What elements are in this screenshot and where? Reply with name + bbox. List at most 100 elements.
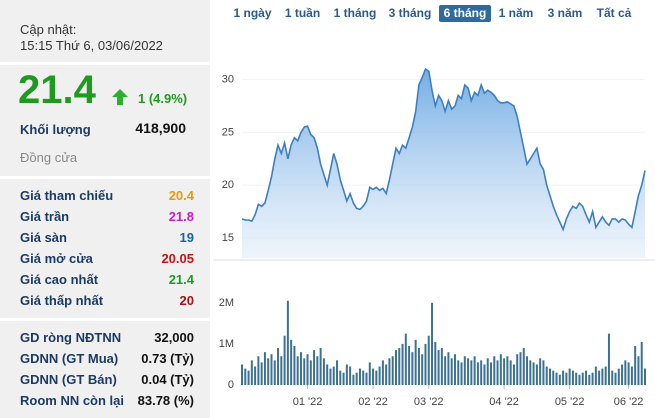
volume-bar	[414, 339, 417, 385]
volume-bar	[385, 364, 388, 385]
row-value: 83.78 (%)	[137, 393, 194, 408]
volume-bar	[552, 370, 555, 385]
volume-bar	[529, 360, 532, 385]
volume-bar	[299, 352, 302, 385]
volume-bar	[349, 366, 352, 385]
volume-bar	[496, 360, 499, 385]
volume-bar	[545, 366, 548, 385]
volume-bar	[290, 339, 293, 385]
volume-bar	[362, 370, 365, 385]
volume-bar	[594, 366, 597, 385]
x-tick-label: 04 '22	[489, 396, 519, 408]
volume-bar	[388, 358, 391, 385]
volume: 418,900	[135, 120, 186, 136]
volume-bar	[270, 354, 273, 385]
volume-bar	[480, 360, 483, 385]
volume-bar	[329, 368, 332, 385]
volume-bar	[516, 354, 519, 385]
volume-bar	[273, 360, 276, 385]
row-value: 21.4	[168, 272, 194, 287]
volume-bar	[460, 362, 463, 385]
x-tick-label: 05 '22	[555, 396, 585, 408]
x-tick-label: 06 '22	[614, 396, 644, 408]
row-value: 32,000	[154, 330, 194, 345]
volume-bar	[558, 374, 561, 385]
volume-bar	[621, 364, 624, 385]
row-value: 20.4	[168, 188, 194, 203]
volume-bar	[365, 372, 368, 385]
range-button[interactable]: 1 ngày	[233, 6, 272, 20]
range-button[interactable]: Tất cả	[596, 6, 632, 20]
volume-bar	[463, 356, 466, 385]
volume-bar	[277, 348, 280, 385]
updated-time: 15:15 Thứ 6, 03/06/2022	[20, 38, 163, 53]
volume-bar	[601, 368, 604, 385]
range-button[interactable]: 3 tháng	[388, 6, 432, 20]
volume-bar	[617, 368, 620, 385]
row-label: Room NN còn lại	[20, 393, 125, 408]
range-button[interactable]: 3 năm	[547, 6, 583, 20]
range-button[interactable]: 1 tháng	[333, 6, 377, 20]
volume-bar	[614, 372, 617, 385]
volume-bar	[355, 372, 358, 385]
row-label: GDNN (GT Bán)	[20, 372, 117, 387]
price-line	[241, 67, 646, 232]
volume-bar	[604, 366, 607, 385]
volume-bar	[457, 360, 460, 385]
volume-bar	[483, 364, 486, 385]
x-tick-label: 03 '22	[414, 396, 444, 408]
volume-bar	[542, 360, 545, 385]
volume-bar	[280, 356, 283, 385]
volume-bar	[313, 350, 316, 385]
volume-bar	[493, 356, 496, 385]
volume-bar	[339, 370, 342, 385]
volume-bar	[607, 333, 610, 385]
updated-label: Cập nhật:	[20, 22, 77, 37]
volume-bar	[411, 352, 414, 385]
volume-bar	[637, 356, 640, 385]
row-value: 19	[179, 230, 194, 245]
row-label: Giá trần	[20, 209, 70, 224]
volume-bar	[263, 352, 266, 385]
volume-bar	[316, 356, 319, 385]
y-tick-label: 20	[222, 179, 234, 191]
volume-bar	[539, 358, 542, 385]
volume-bar	[401, 343, 404, 385]
volume-bar	[260, 362, 263, 385]
volume-bar	[391, 356, 394, 385]
row-value: 20	[179, 293, 194, 308]
volume-bar	[571, 370, 574, 385]
volume-bar	[244, 368, 247, 385]
range-button[interactable]: 1 năm	[498, 6, 534, 20]
volume-bar	[568, 368, 571, 385]
row-value: 0.04 (Tỷ)	[141, 372, 194, 387]
volume-bar	[467, 358, 470, 385]
volume-bar	[372, 368, 375, 385]
volume-bar	[644, 368, 646, 385]
volume-bar	[630, 366, 633, 385]
volume-bar	[503, 358, 506, 385]
volume-bar	[490, 362, 493, 385]
volume-bar	[336, 360, 339, 385]
y-tick-label: 0	[228, 379, 234, 391]
volume-bar	[526, 356, 529, 385]
volume-bar	[267, 358, 270, 385]
volume-bar	[319, 348, 322, 385]
x-tick-label: 01 '22	[293, 396, 323, 408]
volume-bar	[440, 348, 443, 385]
volume-bar	[499, 354, 502, 385]
range-button[interactable]: 6 tháng	[439, 5, 491, 22]
volume-bar	[293, 345, 296, 385]
volume-bar	[437, 350, 440, 385]
range-button[interactable]: 1 tuần	[284, 6, 321, 20]
volume-bar	[250, 360, 253, 385]
row-label: Giá mở cửa	[20, 251, 93, 266]
volume-bar	[309, 360, 312, 385]
area-fill	[242, 69, 645, 258]
volume-bar	[375, 370, 378, 385]
volume-bar	[640, 341, 643, 385]
volume-bar	[585, 370, 588, 385]
volume-label: Khối lượng	[20, 122, 91, 137]
volume-bar	[519, 352, 522, 385]
